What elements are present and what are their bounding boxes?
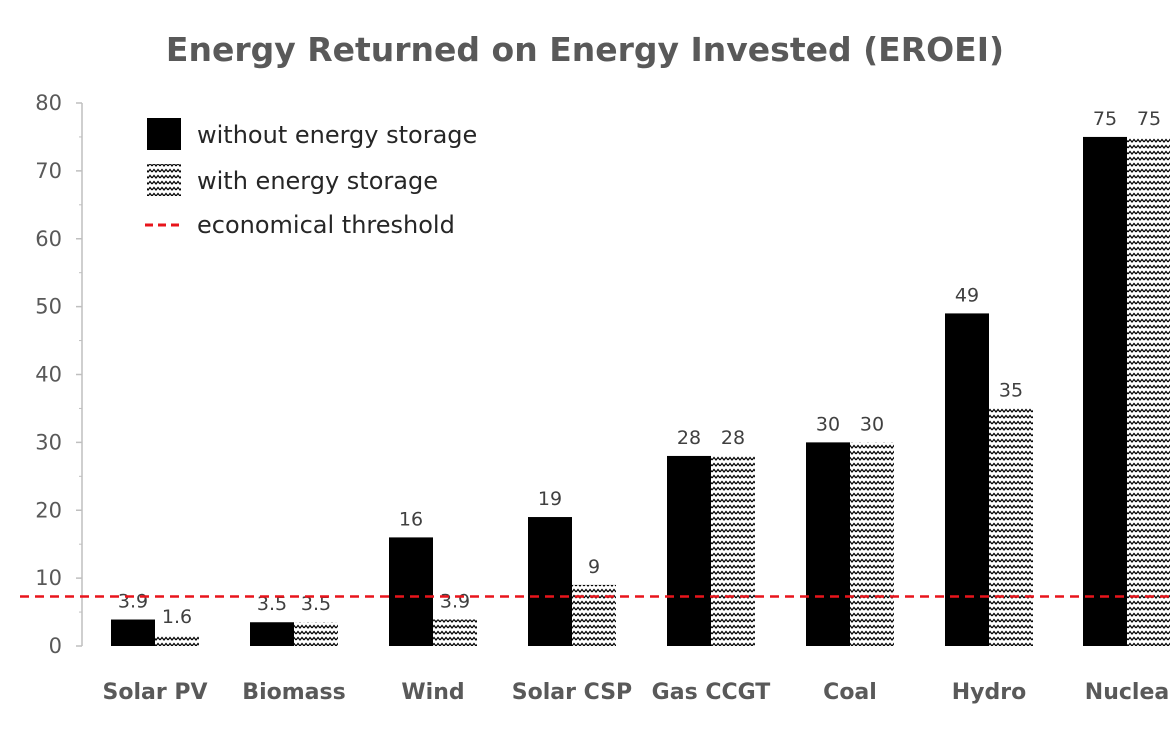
- bar-with-storage: [294, 622, 338, 646]
- data-label-without-storage: 30: [816, 413, 840, 435]
- legend-swatch-with-storage: [147, 164, 181, 196]
- legend-swatch-without-storage: [147, 118, 181, 150]
- data-label-without-storage: 75: [1093, 108, 1117, 130]
- x-axis-labels: Solar PV Biomass Wind Solar CSP Gas CCGT Coal…: [102, 680, 1169, 705]
- bar-without-storage: [111, 619, 155, 646]
- legend-label-threshold: economical threshold: [197, 211, 455, 239]
- x-category-label: Coal: [823, 680, 877, 705]
- data-label-without-storage: 28: [677, 427, 701, 449]
- bar-with-storage: [155, 635, 199, 646]
- data-label-without-storage: 3.9: [118, 591, 148, 613]
- bar-without-storage: [806, 442, 850, 646]
- y-tick-label: 10: [35, 566, 62, 590]
- y-tick-label: 50: [35, 295, 62, 319]
- y-axis: 0 10 20 30 40 50 60 70 80: [35, 91, 83, 658]
- data-label-with-storage: 9: [588, 556, 600, 578]
- x-category-label: Gas CCGT: [652, 680, 771, 705]
- data-label-with-storage: 30: [860, 413, 884, 435]
- legend-label-without-storage: without energy storage: [197, 121, 477, 149]
- bar-without-storage: [528, 517, 572, 646]
- data-label-with-storage: 1.6: [162, 606, 192, 628]
- data-label-with-storage: 35: [999, 379, 1023, 401]
- legend-label-with-storage: with energy storage: [197, 167, 438, 195]
- legend: without energy storage with energy stora…: [145, 118, 477, 239]
- bar-group: [111, 136, 1170, 646]
- x-category-label: Wind: [401, 680, 464, 705]
- data-label-without-storage: 3.5: [257, 593, 287, 615]
- data-label-without-storage: 49: [955, 284, 979, 306]
- y-tick-label: 60: [35, 227, 62, 251]
- bar-with-storage: [711, 455, 755, 646]
- y-tick-label: 20: [35, 498, 62, 522]
- bar-without-storage: [945, 313, 989, 646]
- data-label-without-storage: 19: [538, 488, 562, 510]
- bar-without-storage: [389, 537, 433, 646]
- y-tick-label: 0: [49, 634, 62, 658]
- x-category-label: Biomass: [242, 680, 345, 705]
- data-label-without-storage: 16: [399, 508, 423, 530]
- bar-with-storage: [1127, 136, 1170, 646]
- bar-with-storage: [572, 584, 616, 646]
- y-tick-label: 30: [35, 430, 62, 454]
- bar-without-storage: [250, 622, 294, 646]
- data-label-with-storage: 3.9: [440, 591, 470, 613]
- bar-without-storage: [667, 455, 711, 646]
- y-tick-label: 70: [35, 159, 62, 183]
- data-label-with-storage: 75: [1137, 108, 1161, 130]
- data-label-with-storage: 28: [721, 427, 745, 449]
- data-label-with-storage: 3.5: [301, 593, 331, 615]
- chart-title: Energy Returned on Energy Invested (EROE…: [166, 30, 1004, 69]
- x-category-label: Hydro: [952, 680, 1026, 705]
- y-tick-label: 40: [35, 363, 62, 387]
- y-tick-label: 80: [35, 91, 62, 115]
- x-category-label: Solar PV: [102, 680, 207, 705]
- bar-with-storage: [433, 619, 477, 646]
- bar-with-storage: [850, 442, 894, 646]
- bar-without-storage: [1083, 136, 1127, 646]
- bar-with-storage: [989, 408, 1033, 646]
- x-category-label: Nuclea: [1085, 680, 1169, 705]
- x-category-label: Solar CSP: [512, 680, 632, 705]
